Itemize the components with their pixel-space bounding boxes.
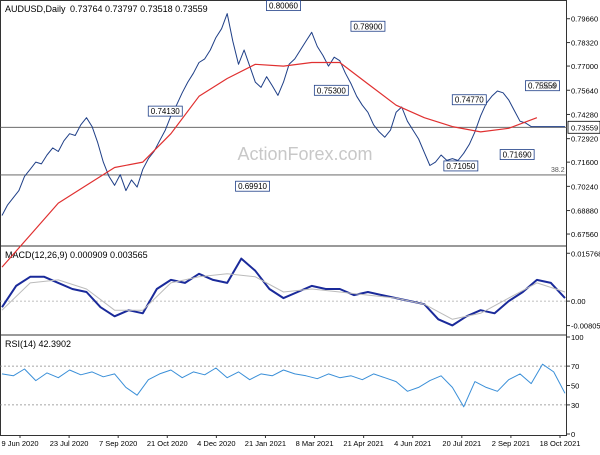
price-label-text: 0.74770 (455, 96, 484, 105)
x-tick-label: 21 Apr 2021 (343, 439, 383, 448)
y-tick-label: 0.015768 (571, 249, 600, 258)
fib-label-high: 100.0 (538, 83, 556, 90)
x-tick-label: 7 Sep 2020 (99, 439, 137, 448)
y-tick-label: 0.75640 (571, 86, 598, 95)
last-price-tag (567, 120, 600, 134)
price-label-box (147, 105, 183, 117)
series-macd-line (1, 257, 566, 327)
y-tick-label: 30 (571, 401, 579, 410)
y-tick-label: 0.77000 (571, 62, 598, 71)
x-tick-label: 21 Jan 2021 (245, 439, 286, 448)
x-tick-label: 18 Oct 2021 (540, 439, 581, 448)
y-tick-label: 0.74280 (571, 110, 598, 119)
price-label-box (266, 0, 301, 12)
x-tick-label: 8 Mar 2021 (296, 439, 334, 448)
x-tick-label: 4 Dec 2020 (197, 439, 235, 448)
y-tick-label: 50 (571, 382, 579, 391)
price-label-text: 0.71050 (446, 162, 475, 171)
rsi-label: RSI(14) 42.3902 (5, 339, 71, 349)
watermark: ActionForex.com (237, 144, 372, 164)
y-tick-label: 0.70240 (571, 182, 598, 191)
x-tick-label: 9 Jun 2020 (1, 439, 38, 448)
price-label-text: 0.80060 (269, 2, 298, 11)
y-tick-label: -0.008053 (571, 322, 600, 331)
price-label-text: 0.78900 (353, 22, 382, 31)
y-tick-label: 100 (571, 333, 584, 342)
x-tick-label: 23 Jul 2020 (50, 439, 89, 448)
plot-frame (0, 0, 567, 436)
y-tick-label: 0.79660 (571, 15, 598, 24)
price-label-box (235, 180, 270, 192)
series-price-line (1, 13, 565, 216)
macd-label: MACD(12,26,9) 0.000909 0.003565 (5, 250, 148, 260)
y-tick-label: 0.78320 (571, 39, 598, 48)
fib-label-low: 38.2 (551, 167, 565, 174)
price-label-box (350, 20, 386, 32)
price-label-text: 0.75559 (528, 82, 557, 91)
price-label-text: 0.71690 (503, 151, 532, 160)
y-tick-label: 0.00 (571, 297, 586, 306)
price-ohlc: 0.73764 0.73797 0.73518 0.73559 (70, 4, 208, 14)
price-label-box (313, 84, 349, 96)
last-price-text: 0.73559 (571, 123, 598, 132)
x-tick-label: 20 Jul 2021 (442, 439, 481, 448)
price-label-box (525, 80, 560, 92)
series-sma55-line (1, 61, 538, 268)
x-tick-label: 4 Jun 2021 (394, 439, 431, 448)
price-label-text: 0.69910 (238, 182, 267, 191)
y-tick-label: 0.68880 (571, 207, 598, 216)
y-tick-label: 0.72920 (571, 135, 598, 144)
y-tick-label: 0.67560 (571, 230, 598, 239)
y-tick-label: 0 (571, 430, 575, 439)
x-tick-label: 2 Sep 2021 (492, 439, 530, 448)
price-label-text: 0.74130 (151, 107, 180, 116)
series-rsi-line (1, 363, 566, 408)
y-tick-label: 0.71600 (571, 158, 598, 167)
y-tick-label: 70 (571, 362, 579, 371)
price-label-text: 0.75300 (317, 86, 346, 95)
series-signal-line (1, 273, 566, 320)
x-tick-label: 21 Oct 2020 (147, 439, 188, 448)
price-label-box (443, 160, 479, 172)
price-label-box (499, 149, 535, 160)
price-label-box (451, 94, 487, 106)
price-title: AUDUSD,Daily (5, 4, 66, 14)
